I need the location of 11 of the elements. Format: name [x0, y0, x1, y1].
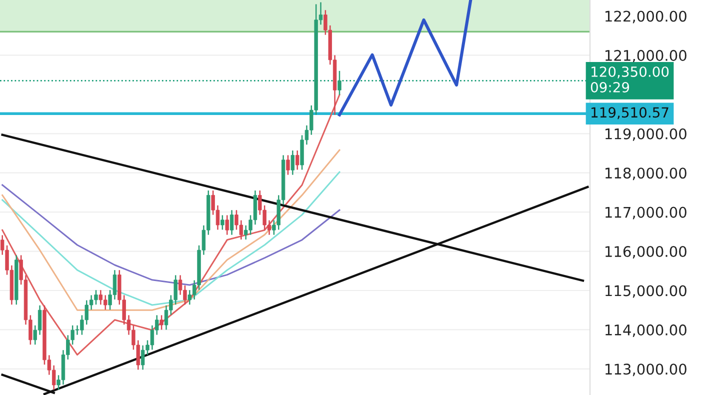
- y-tick-label: 121,000.00: [605, 50, 686, 62]
- y-tick-label: 117,000.00: [605, 206, 686, 220]
- y-tick-label: 122,000.00: [605, 10, 686, 24]
- y-tick-label: 115,000.00: [605, 285, 686, 298]
- y-tick-label: 113,000.00: [605, 364, 686, 376]
- y-tick-label: 118,000.00: [605, 168, 686, 180]
- y-tick-label: 116,000.00: [605, 246, 686, 259]
- ref-line-label: 119,510.57: [592, 107, 668, 120]
- y-tick-label: 119,000.00: [605, 128, 686, 141]
- ref-line-label: 120,350.00 09:29: [590, 66, 669, 93]
- y-tick-label: 114,000.00: [605, 324, 686, 337]
